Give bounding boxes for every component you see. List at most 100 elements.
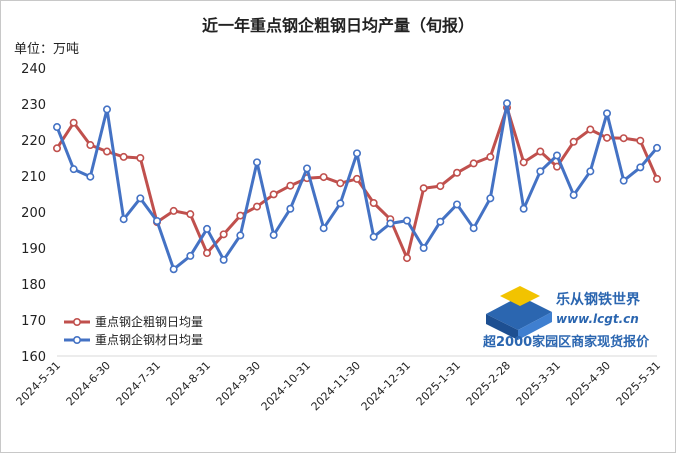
data-point: [369, 199, 378, 208]
x-tick-label: 2024-7-31: [114, 359, 163, 408]
data-point: [486, 194, 495, 203]
data-point: [69, 118, 78, 127]
data-point: [386, 219, 395, 228]
logo-slogan: 超2000家园区商家现货报价: [483, 334, 650, 350]
data-point: [269, 190, 278, 199]
data-point: [502, 99, 511, 108]
data-point: [619, 134, 628, 143]
data-point: [336, 199, 345, 208]
data-point: [119, 215, 128, 224]
data-point: [602, 133, 611, 142]
data-point: [636, 163, 645, 172]
data-point: [369, 232, 378, 241]
y-tick-label: 200: [21, 206, 46, 221]
y-tick-label: 190: [21, 242, 46, 257]
data-point: [302, 164, 311, 173]
series-group: [52, 99, 661, 274]
data-point: [586, 167, 595, 176]
x-tick-label: 2024-10-31: [259, 359, 313, 413]
data-point: [236, 231, 245, 240]
data-point: [569, 137, 578, 146]
data-point: [286, 204, 295, 213]
data-point: [103, 147, 112, 156]
x-tick-label: 2024-6-30: [64, 359, 113, 408]
data-point: [119, 152, 128, 161]
data-point: [336, 179, 345, 188]
series-2: [52, 99, 661, 274]
x-tick-label: 2024-11-30: [309, 359, 363, 413]
data-point: [153, 217, 162, 226]
data-point: [136, 154, 145, 163]
chart-title: 近一年重点钢企粗钢日均产量（旬报）: [201, 16, 474, 35]
data-point: [586, 125, 595, 134]
data-point: [652, 143, 661, 152]
data-point: [402, 254, 411, 263]
y-tick-label: 240: [21, 62, 46, 77]
logo-mark-icon: [486, 286, 552, 340]
data-point: [236, 211, 245, 220]
data-point: [352, 174, 361, 183]
x-axis: 2024-5-31 2024-6-30 2024-7-31 2024-8-31 2024…: [14, 359, 663, 413]
data-point: [419, 184, 428, 193]
x-tick-label: 2025-4-30: [564, 359, 613, 408]
data-point: [452, 168, 461, 177]
data-point: [552, 151, 561, 160]
x-tick-label: 2024-5-31: [14, 359, 63, 408]
data-point: [452, 200, 461, 209]
data-point: [619, 176, 628, 185]
data-point: [203, 249, 212, 258]
data-point: [569, 191, 578, 200]
data-point: [519, 158, 528, 167]
data-point: [319, 224, 328, 233]
x-tick-label: 2024-8-31: [164, 359, 213, 408]
logo-url: www.lcgt.cn: [556, 312, 639, 326]
data-point: [186, 210, 195, 219]
data-point: [219, 230, 228, 239]
data-point: [419, 244, 428, 253]
data-point: [69, 165, 78, 174]
y-tick-label: 180: [21, 278, 46, 293]
data-point: [186, 251, 195, 260]
x-tick-label: 2024-12-31: [359, 359, 413, 413]
legend-label: 重点钢企粗钢日均量: [95, 314, 203, 329]
data-point: [636, 136, 645, 145]
data-point: [169, 206, 178, 215]
logo-name: 乐从钢铁世界: [556, 291, 641, 308]
y-tick-label: 220: [21, 134, 46, 149]
x-tick-label: 2025-1-31: [414, 359, 463, 408]
data-point: [203, 224, 212, 233]
data-point: [86, 172, 95, 181]
data-point: [602, 109, 611, 118]
unit-label: 单位：万吨: [14, 42, 80, 57]
data-point: [253, 158, 262, 167]
data-point: [486, 152, 495, 161]
x-tick-label: 2025-3-31: [514, 359, 563, 408]
x-tick-label: 2025-2-28: [464, 359, 513, 408]
data-point: [536, 147, 545, 156]
data-point: [436, 182, 445, 191]
x-tick-label: 2024-9-30: [214, 359, 263, 408]
data-point: [219, 255, 228, 264]
x-tick-label: 2025-5-31: [614, 359, 663, 408]
data-point: [269, 231, 278, 240]
data-point: [436, 217, 445, 226]
data-point: [469, 224, 478, 233]
data-point: [103, 105, 112, 114]
y-tick-label: 160: [21, 350, 46, 365]
data-point: [52, 123, 61, 132]
data-point: [319, 173, 328, 182]
data-point: [136, 194, 145, 203]
data-point: [352, 149, 361, 158]
legend-label: 重点钢企钢材日均量: [95, 332, 203, 347]
legend-marker: [73, 335, 82, 344]
logo: 乐从钢铁世界 www.lcgt.cn 超2000家园区商家现货报价: [483, 286, 650, 350]
data-point: [652, 174, 661, 183]
data-point: [253, 202, 262, 211]
data-point: [536, 167, 545, 176]
data-point: [519, 204, 528, 213]
data-point: [286, 181, 295, 190]
y-tick-label: 230: [21, 98, 46, 113]
